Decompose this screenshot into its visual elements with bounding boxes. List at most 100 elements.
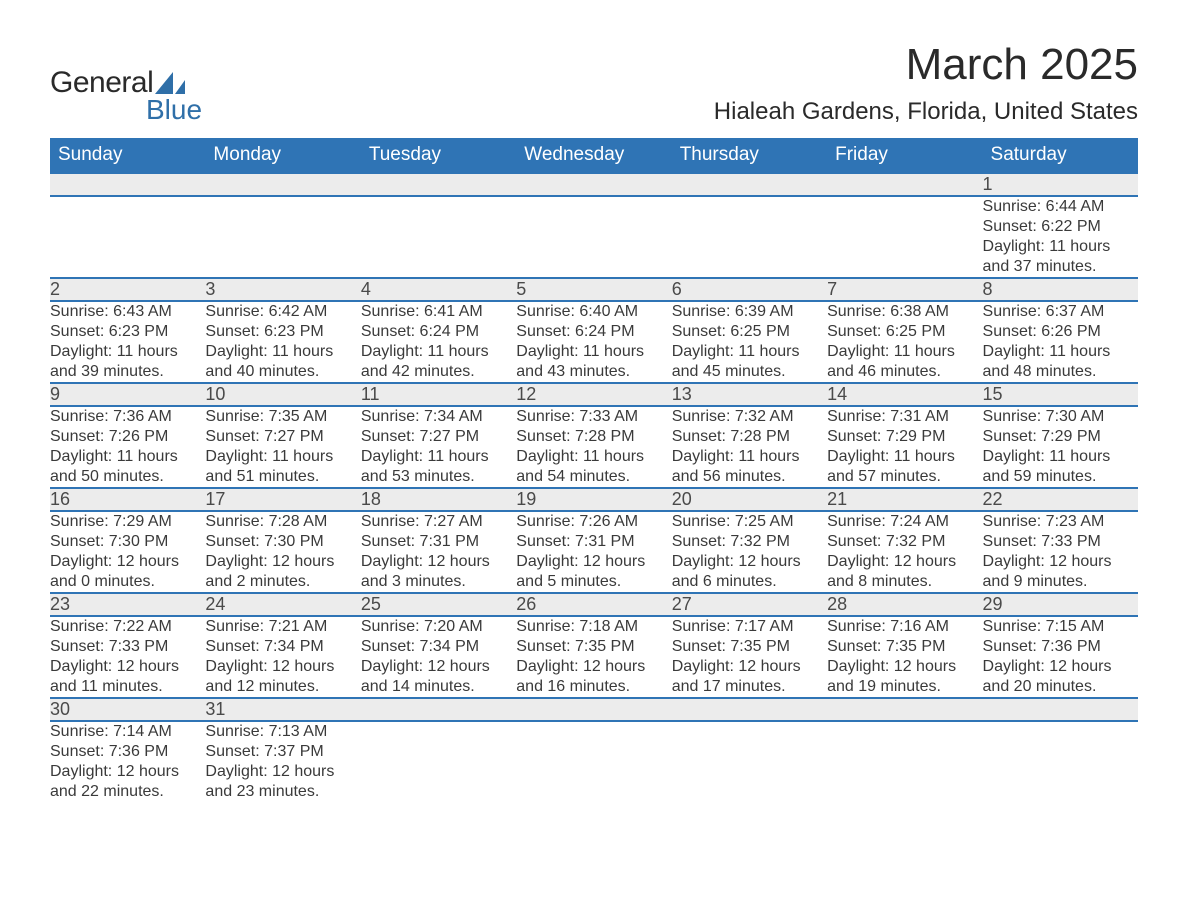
cell-sunrise: Sunrise: 6:37 AM — [983, 302, 1138, 322]
location-subtitle: Hialeah Gardens, Florida, United States — [714, 98, 1138, 126]
day-number: 31 — [205, 699, 225, 719]
cell-day1: Daylight: 12 hours — [983, 552, 1138, 572]
cell-sunset: Sunset: 6:23 PM — [50, 322, 205, 342]
day-number-cell: 13 — [672, 383, 827, 406]
cell-day2: and 48 minutes. — [983, 362, 1138, 382]
cell-day1: Daylight: 11 hours — [672, 447, 827, 467]
day-number-cell: 17 — [205, 488, 360, 511]
cell-day1: Daylight: 11 hours — [50, 342, 205, 362]
day-content-cell — [361, 196, 516, 278]
day-number-row: 9101112131415 — [50, 383, 1138, 406]
day-number: 28 — [827, 594, 847, 614]
day-number-row: 23242526272829 — [50, 593, 1138, 616]
page-header: General Blue March 2025 Hialeah Gardens,… — [50, 40, 1138, 126]
day-number-cell: 8 — [983, 278, 1138, 301]
day-number-cell: 18 — [361, 488, 516, 511]
cell-sunrise: Sunrise: 7:13 AM — [205, 722, 360, 742]
day-number-cell — [827, 698, 982, 721]
cell-sunrise: Sunrise: 7:32 AM — [672, 407, 827, 427]
cell-sunrise: Sunrise: 7:31 AM — [827, 407, 982, 427]
weekday-header: Wednesday — [516, 138, 671, 173]
day-number-cell: 16 — [50, 488, 205, 511]
cell-sunrise: Sunrise: 7:29 AM — [50, 512, 205, 532]
day-number-cell — [983, 698, 1138, 721]
cell-day1: Daylight: 12 hours — [50, 657, 205, 677]
day-content-cell: Sunrise: 7:25 AMSunset: 7:32 PMDaylight:… — [672, 511, 827, 593]
cell-sunset: Sunset: 6:25 PM — [672, 322, 827, 342]
cell-day1: Daylight: 11 hours — [205, 342, 360, 362]
cell-day1: Daylight: 12 hours — [205, 552, 360, 572]
day-number: 15 — [983, 384, 1003, 404]
cell-sunset: Sunset: 7:32 PM — [827, 532, 982, 552]
cell-day1: Daylight: 11 hours — [361, 447, 516, 467]
logo-word2: Blue — [146, 94, 202, 126]
day-content-cell: Sunrise: 7:33 AMSunset: 7:28 PMDaylight:… — [516, 406, 671, 488]
cell-day1: Daylight: 11 hours — [983, 447, 1138, 467]
day-number-cell: 6 — [672, 278, 827, 301]
day-number: 4 — [361, 279, 371, 299]
logo-word1: General — [50, 66, 153, 100]
day-number-cell: 11 — [361, 383, 516, 406]
cell-sunset: Sunset: 7:35 PM — [516, 637, 671, 657]
day-number-row: 3031 — [50, 698, 1138, 721]
cell-sunset: Sunset: 7:27 PM — [205, 427, 360, 447]
day-number: 5 — [516, 279, 526, 299]
day-number-cell — [672, 173, 827, 196]
cell-sunset: Sunset: 7:36 PM — [50, 742, 205, 762]
day-number-cell: 24 — [205, 593, 360, 616]
day-number-cell: 31 — [205, 698, 360, 721]
day-number-cell — [827, 173, 982, 196]
cell-day2: and 14 minutes. — [361, 677, 516, 697]
cell-day2: and 3 minutes. — [361, 572, 516, 592]
day-number-cell — [672, 698, 827, 721]
cell-sunrise: Sunrise: 7:36 AM — [50, 407, 205, 427]
cell-day2: and 9 minutes. — [983, 572, 1138, 592]
day-content-cell: Sunrise: 6:44 AMSunset: 6:22 PMDaylight:… — [983, 196, 1138, 278]
day-content-cell: Sunrise: 7:26 AMSunset: 7:31 PMDaylight:… — [516, 511, 671, 593]
day-number: 7 — [827, 279, 837, 299]
cell-day2: and 51 minutes. — [205, 467, 360, 487]
cell-sunrise: Sunrise: 7:15 AM — [983, 617, 1138, 637]
cell-day2: and 8 minutes. — [827, 572, 982, 592]
cell-sunrise: Sunrise: 7:26 AM — [516, 512, 671, 532]
day-number-cell: 30 — [50, 698, 205, 721]
day-content-cell: Sunrise: 7:24 AMSunset: 7:32 PMDaylight:… — [827, 511, 982, 593]
cell-sunset: Sunset: 6:25 PM — [827, 322, 982, 342]
cell-sunrise: Sunrise: 7:22 AM — [50, 617, 205, 637]
cell-sunrise: Sunrise: 7:23 AM — [983, 512, 1138, 532]
cell-day2: and 46 minutes. — [827, 362, 982, 382]
weekday-header: Monday — [205, 138, 360, 173]
day-number-cell: 9 — [50, 383, 205, 406]
day-content-cell: Sunrise: 7:20 AMSunset: 7:34 PMDaylight:… — [361, 616, 516, 698]
day-number: 11 — [361, 384, 380, 404]
cell-sunset: Sunset: 6:23 PM — [205, 322, 360, 342]
cell-sunrise: Sunrise: 6:43 AM — [50, 302, 205, 322]
cell-day1: Daylight: 11 hours — [983, 342, 1138, 362]
day-number-cell — [516, 173, 671, 196]
cell-sunset: Sunset: 7:26 PM — [50, 427, 205, 447]
day-content-cell: Sunrise: 6:43 AMSunset: 6:23 PMDaylight:… — [50, 301, 205, 383]
day-content-cell: Sunrise: 7:36 AMSunset: 7:26 PMDaylight:… — [50, 406, 205, 488]
day-number: 8 — [983, 279, 993, 299]
cell-sunset: Sunset: 7:31 PM — [361, 532, 516, 552]
cell-sunset: Sunset: 7:27 PM — [361, 427, 516, 447]
cell-sunset: Sunset: 7:28 PM — [672, 427, 827, 447]
cell-sunset: Sunset: 7:35 PM — [672, 637, 827, 657]
day-number: 16 — [50, 489, 70, 509]
day-number-cell: 4 — [361, 278, 516, 301]
cell-day2: and 6 minutes. — [672, 572, 827, 592]
day-content-cell: Sunrise: 7:32 AMSunset: 7:28 PMDaylight:… — [672, 406, 827, 488]
cell-day1: Daylight: 12 hours — [50, 552, 205, 572]
day-content-cell: Sunrise: 7:30 AMSunset: 7:29 PMDaylight:… — [983, 406, 1138, 488]
cell-sunrise: Sunrise: 7:35 AM — [205, 407, 360, 427]
day-content-cell: Sunrise: 7:31 AMSunset: 7:29 PMDaylight:… — [827, 406, 982, 488]
cell-day1: Daylight: 11 hours — [50, 447, 205, 467]
cell-sunset: Sunset: 6:24 PM — [361, 322, 516, 342]
day-number: 24 — [205, 594, 225, 614]
cell-sunset: Sunset: 7:32 PM — [672, 532, 827, 552]
day-content-row: Sunrise: 6:44 AMSunset: 6:22 PMDaylight:… — [50, 196, 1138, 278]
day-number-cell — [361, 173, 516, 196]
day-number: 12 — [516, 384, 536, 404]
cell-day1: Daylight: 12 hours — [672, 552, 827, 572]
cell-sunrise: Sunrise: 7:25 AM — [672, 512, 827, 532]
